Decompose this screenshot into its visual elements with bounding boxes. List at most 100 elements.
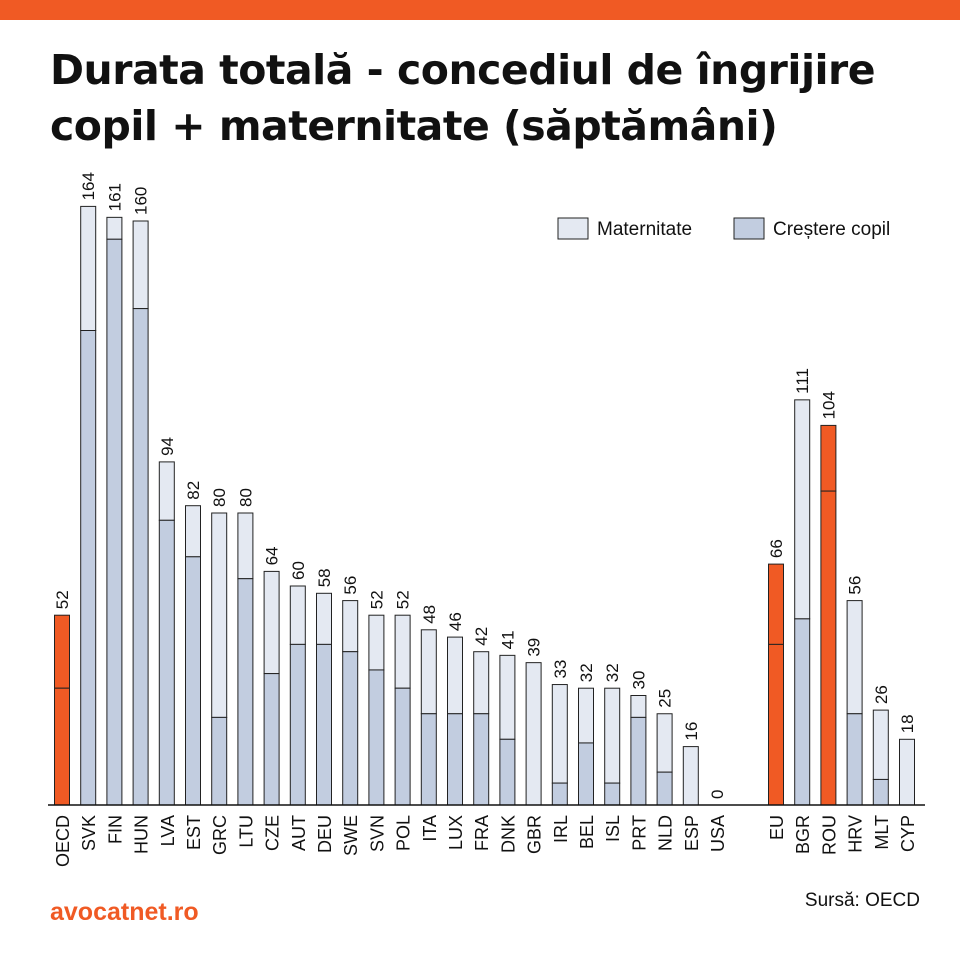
bar-crestere-copil-bgr — [794, 618, 811, 806]
category-label-oecd: OECD — [53, 815, 73, 867]
value-label-isl: 32 — [603, 663, 622, 682]
category-label-deu: DEU — [315, 815, 335, 853]
bar-crestere-copil-hun — [132, 308, 149, 806]
category-label-lux: LUX — [446, 815, 466, 850]
bar-crestere-copil-mlt — [872, 778, 889, 806]
category-label-aut: AUT — [289, 815, 309, 851]
bar-maternitate-irl — [551, 684, 568, 784]
value-label-cze: 64 — [263, 546, 282, 565]
bar-maternitate-swe — [342, 600, 359, 653]
value-label-svn: 52 — [367, 590, 386, 609]
bar-maternitate-esp — [682, 746, 699, 806]
bar-crestere-copil-ita — [420, 713, 437, 806]
value-label-fin: 161 — [105, 183, 124, 211]
category-label-ita: ITA — [420, 815, 440, 842]
bar-maternitate-fra — [473, 651, 490, 715]
category-label-swe: SWE — [341, 815, 361, 856]
value-label-fra: 42 — [472, 627, 491, 646]
source-label: Sursă: OECD — [804, 890, 920, 911]
bar-crestere-copil-oecd — [54, 687, 70, 806]
value-label-mlt: 26 — [872, 685, 891, 704]
legend-swatch-crestere-copil — [733, 217, 765, 240]
bar-maternitate-cze — [263, 570, 280, 675]
category-label-svk: SVK — [79, 815, 99, 851]
value-label-bel: 32 — [577, 663, 596, 682]
category-label-hrv: HRV — [846, 815, 866, 853]
bar-crestere-copil-swe — [342, 651, 359, 806]
bar-crestere-copil-irl — [551, 782, 568, 806]
bar-crestere-copil-prt — [630, 716, 647, 806]
bar-crestere-copil-lva — [158, 519, 175, 806]
category-label-grc: GRC — [210, 815, 230, 855]
bar-maternitate-svk — [80, 205, 97, 331]
value-label-bgr: 111 — [793, 368, 812, 394]
bar-crestere-copil-dnk — [499, 738, 516, 806]
value-label-usa: 0 — [708, 790, 727, 799]
value-label-pol: 52 — [394, 590, 413, 609]
bar-crestere-copil-lux — [447, 713, 463, 806]
bar-maternitate-est — [185, 505, 201, 558]
bar-crestere-copil-fin — [106, 238, 123, 806]
value-label-esp: 16 — [682, 722, 701, 741]
value-label-ita: 48 — [420, 605, 439, 624]
bar-maternitate-ita — [420, 629, 437, 715]
bar-maternitate-bel — [578, 687, 594, 744]
bar-maternitate-nld — [656, 713, 673, 773]
bar-maternitate-prt — [630, 695, 647, 718]
value-label-lux: 46 — [446, 612, 465, 631]
bar-crestere-copil-hrv — [846, 713, 863, 806]
bar-maternitate-cyp — [899, 738, 915, 806]
value-label-prt: 30 — [629, 671, 648, 690]
bar-maternitate-lva — [158, 461, 175, 521]
bar-crestere-copil-svn — [368, 669, 385, 806]
legend-label-crestere-copil: Creștere copil — [773, 219, 890, 240]
category-label-mlt: MLT — [872, 815, 892, 850]
category-label-lva: LVA — [158, 815, 178, 846]
bar-maternitate-pol — [394, 614, 411, 689]
value-label-eu: 66 — [767, 539, 786, 558]
bar-crestere-copil-est — [185, 556, 201, 806]
bar-crestere-copil-bel — [578, 742, 594, 806]
category-label-cyp: CYP — [898, 815, 918, 852]
top-accent-bar — [0, 0, 960, 20]
page-title: Durata totală - concediul de îngrijire c… — [50, 42, 930, 154]
bar-maternitate-svn — [368, 614, 385, 671]
category-label-bel: BEL — [577, 815, 597, 849]
bar-maternitate-hun — [132, 220, 149, 310]
value-label-deu: 58 — [315, 568, 334, 587]
value-label-cyp: 18 — [898, 714, 917, 733]
category-label-hun: HUN — [132, 815, 152, 854]
value-label-rou: 104 — [819, 391, 838, 419]
brand-label: avocatnet.ro — [50, 898, 199, 926]
bar-maternitate-fin — [106, 216, 123, 240]
category-label-prt: PRT — [629, 815, 649, 851]
title-line-1: Durata totală - concediul de îngrijire — [50, 46, 876, 94]
value-label-est: 82 — [184, 481, 203, 500]
bar-maternitate-oecd — [54, 614, 70, 689]
value-label-hrv: 56 — [846, 576, 865, 595]
bar-crestere-copil-nld — [656, 771, 673, 806]
bar-crestere-copil-eu — [768, 643, 784, 806]
legend-swatch-maternitate — [557, 217, 589, 240]
value-label-aut: 60 — [289, 561, 308, 580]
bar-crestere-copil-isl — [604, 782, 621, 806]
bar-maternitate-gbr — [525, 662, 542, 806]
value-label-lva: 94 — [158, 437, 177, 456]
bar-maternitate-hrv — [846, 600, 863, 715]
category-label-isl: ISL — [603, 815, 623, 842]
category-label-irl: IRL — [551, 815, 571, 843]
bar-crestere-copil-aut — [289, 643, 306, 806]
bar-maternitate-grc — [211, 512, 228, 718]
category-label-bgr: BGR — [793, 815, 813, 854]
value-label-swe: 56 — [341, 576, 360, 595]
category-label-ltu: LTU — [236, 815, 256, 848]
bar-maternitate-deu — [316, 592, 332, 645]
bar-crestere-copil-pol — [394, 687, 411, 806]
bar-crestere-copil-deu — [316, 643, 332, 806]
bar-maternitate-lux — [447, 636, 463, 715]
value-label-gbr: 39 — [525, 638, 544, 657]
bar-crestere-copil-cze — [263, 673, 280, 806]
title-line-2: copil + maternitate (săptămâni) — [50, 102, 778, 150]
bar-maternitate-aut — [289, 585, 306, 645]
